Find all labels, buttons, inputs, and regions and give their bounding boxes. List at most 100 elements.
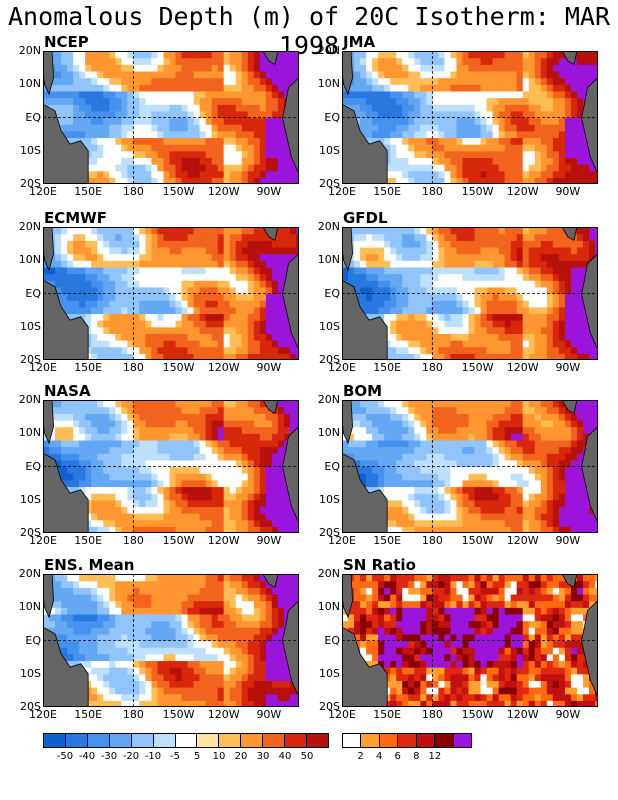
grid-cell (205, 51, 213, 59)
grid-cell (157, 157, 165, 165)
grid-cell (217, 57, 225, 65)
grid-cell (223, 419, 231, 428)
grid-cell (199, 313, 207, 321)
grid-cell (127, 333, 134, 341)
grid-cell (504, 466, 512, 474)
grid-cell (133, 266, 140, 275)
grid-cell (504, 293, 512, 301)
grid-cell (564, 157, 572, 165)
grid-cell (187, 137, 195, 145)
grid-cell (444, 130, 452, 139)
grid-cell (432, 77, 439, 85)
grid-cell (67, 246, 74, 255)
grid-cell (139, 459, 146, 468)
grid-cell (181, 513, 189, 521)
grid-cell (528, 400, 536, 408)
grid-cell (73, 227, 80, 235)
grid-cell (438, 426, 445, 434)
grid-cell (235, 97, 243, 105)
grid-cell (223, 519, 231, 527)
grid-cell (396, 227, 403, 235)
grid-cell (522, 340, 530, 348)
grid-cell (157, 286, 165, 295)
grid-cell (444, 446, 452, 454)
grid-cell (354, 286, 361, 295)
grid-cell (582, 246, 590, 255)
grid-cell (438, 293, 445, 301)
grid-cell (510, 280, 518, 288)
grid-cell (103, 150, 110, 158)
grid-cell (492, 293, 500, 301)
grid-cell (462, 326, 470, 334)
grid-cell (438, 486, 445, 494)
grid-cell (486, 240, 494, 248)
grid-cell (534, 273, 542, 281)
grid-cell (61, 306, 68, 315)
grid-cell (133, 433, 140, 441)
grid-cell (121, 413, 128, 421)
grid-cell (187, 246, 195, 255)
grid-cell (175, 513, 183, 521)
grid-cell (211, 353, 219, 360)
grid-cell (540, 170, 548, 178)
grid-cell (271, 453, 279, 461)
grid-cell (109, 526, 116, 533)
grid-cell (61, 246, 68, 255)
grid-cell (205, 110, 213, 119)
grid-cell (498, 77, 506, 85)
grid-cell (175, 326, 183, 334)
grid-cell (67, 286, 74, 295)
grid-cell (354, 459, 361, 468)
grid-cell (486, 446, 494, 454)
grid-cell (426, 170, 433, 178)
grid-cell (133, 90, 140, 99)
grid-cell (97, 519, 104, 527)
grid-cell (396, 273, 403, 281)
grid-cell (420, 164, 427, 172)
grid-cell (145, 400, 153, 408)
grid-cell (175, 253, 183, 261)
grid-cell (121, 90, 128, 99)
grid-cell (414, 177, 421, 184)
grid-cell (504, 486, 512, 494)
grid-cell (516, 320, 524, 328)
grid-cell (61, 233, 68, 241)
grid-cell (151, 419, 159, 428)
grid-cell (229, 453, 237, 461)
grid-cell (157, 320, 165, 328)
grid-cell (145, 479, 153, 488)
grid-cell (480, 110, 488, 119)
grid-cell (360, 300, 367, 308)
grid-cell (109, 90, 116, 99)
grid-cell (510, 246, 518, 255)
grid-cell (366, 433, 373, 441)
grid-cell (109, 273, 116, 281)
grid-cell (127, 70, 134, 79)
grid-cell (121, 459, 128, 468)
grid-cell (360, 84, 367, 92)
grid-cell (253, 144, 261, 152)
grid-cell (175, 406, 183, 414)
grid-cell (438, 493, 445, 501)
grid-cell (205, 137, 213, 145)
grid-cell (588, 253, 596, 261)
grid-cell (492, 273, 500, 281)
grid-cell (534, 144, 542, 152)
heatmap-field (43, 400, 299, 533)
landmass-3 (262, 400, 279, 414)
grid-cell (115, 246, 122, 255)
grid-cell (121, 124, 128, 132)
grid-cell (271, 526, 279, 533)
grid-cell (217, 406, 225, 414)
grid-cell (372, 293, 379, 301)
landmass-1 (342, 103, 388, 184)
grid-cell (408, 177, 415, 184)
grid-cell (61, 286, 68, 295)
grid-cell (259, 97, 267, 105)
grid-cell (175, 240, 183, 248)
grid-cell (372, 419, 379, 428)
grid-cell (187, 144, 195, 152)
grid-cell (283, 227, 291, 235)
grid-cell (205, 400, 213, 408)
grid-cell (510, 446, 518, 454)
